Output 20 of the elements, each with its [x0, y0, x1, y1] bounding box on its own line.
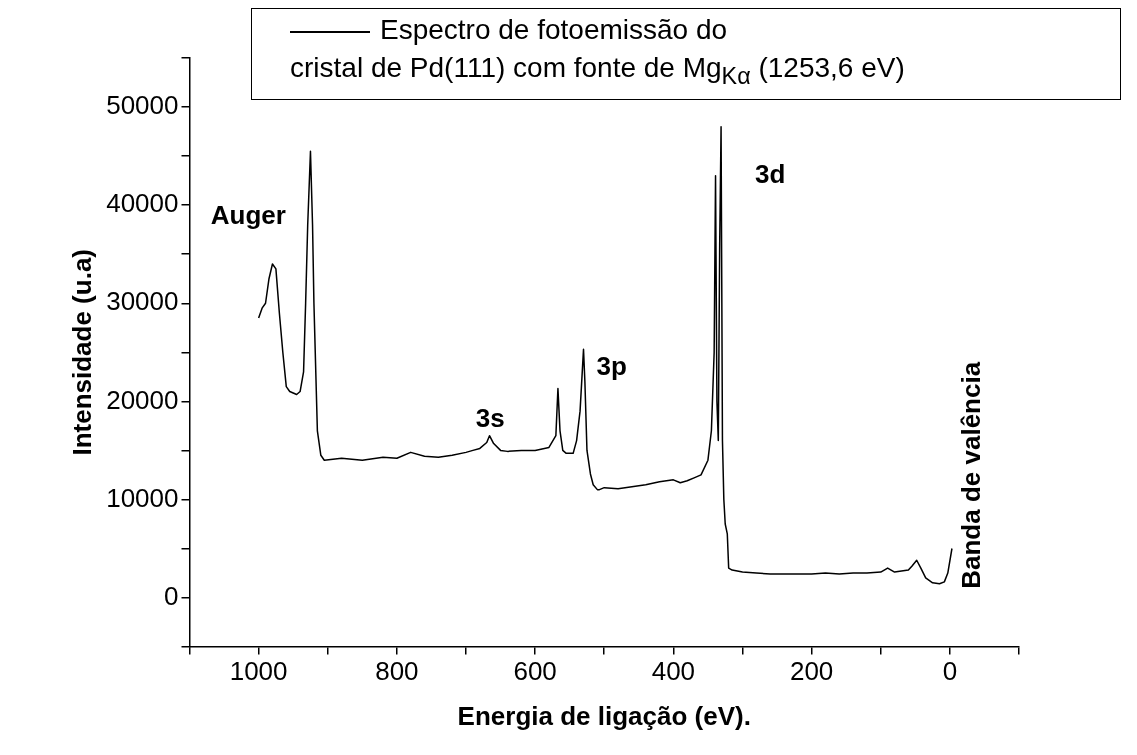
- annotation: 3p: [596, 350, 627, 381]
- y-tick-label: 20000: [106, 384, 179, 415]
- y-tick-label: 0: [164, 580, 179, 611]
- annotation: 3s: [475, 403, 505, 434]
- y-axis-title: Intensidade (u.a): [66, 249, 97, 456]
- x-tick-label: 400: [651, 656, 696, 687]
- y-tick-label: 40000: [106, 188, 179, 219]
- annotation: Auger: [210, 200, 286, 231]
- y-tick-label: 30000: [106, 286, 179, 317]
- x-tick-label: 0: [942, 656, 958, 687]
- x-tick-label: 200: [789, 656, 834, 687]
- x-tick-label: 800: [375, 656, 419, 687]
- x-tick-label: 1000: [229, 656, 288, 687]
- annotation: Banda de valência: [955, 361, 986, 589]
- y-tick-label: 10000: [106, 482, 179, 513]
- x-tick-label: 600: [513, 656, 557, 687]
- annotation: 3d: [754, 158, 786, 189]
- legend-label: Espectro de fotoemissão do cristal de Pd(111) com fonte de Mg$_{Kα}$ (1253,6 eV): [290, 14, 905, 89]
- y-tick-label: 50000: [106, 90, 179, 121]
- x-axis-title: Energia de ligação (eV).: [457, 700, 751, 731]
